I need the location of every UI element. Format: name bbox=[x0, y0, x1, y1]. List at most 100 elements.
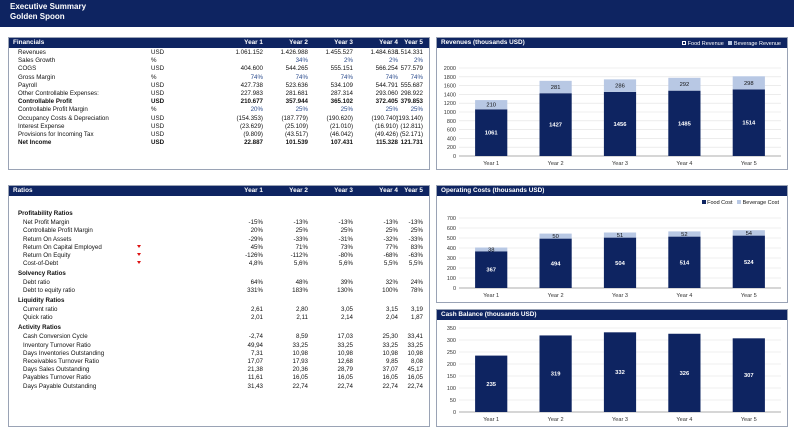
x-tick-label: Year 2 bbox=[548, 417, 564, 423]
ratio-row: Current ratio 2,61 2,80 3,05 3,15 3,19 bbox=[9, 306, 429, 314]
ratio-value-year-2: 8,59 bbox=[295, 333, 308, 341]
ratio-row: Receivables Turnover Ratio 17,07 17,93 12,6… bbox=[9, 358, 429, 366]
x-tick-label: Year 1 bbox=[483, 161, 499, 167]
ratio-value-year-3: 5,6% bbox=[338, 260, 353, 268]
bar-value-4 bbox=[668, 333, 701, 412]
year-header-1: Year 1 bbox=[244, 39, 263, 46]
row-value-year-3: (190.620) bbox=[326, 114, 354, 122]
row-value-year-4: 74% bbox=[385, 73, 398, 81]
ratio-row: Payables Turnover Ratio 11,61 16,05 16,05 16… bbox=[9, 374, 429, 382]
row-value-year-1: 74% bbox=[250, 73, 263, 81]
bar-food-revenue-4 bbox=[668, 90, 701, 156]
ratio-row: Controllable Profit Margin 20% 25% 25% 25% 25… bbox=[9, 227, 429, 235]
financials-row: Net Income USD 22.887 101.539 107.431 115.328… bbox=[9, 139, 429, 147]
ratio-value-year-3: 39% bbox=[340, 279, 353, 287]
y-tick-label: 250 bbox=[447, 350, 456, 356]
ratio-value-year-4: 77% bbox=[385, 243, 398, 251]
y-tick-label: 400 bbox=[447, 246, 456, 252]
row-label: Controllable Profit Margin bbox=[18, 106, 88, 114]
y-tick-label: 50 bbox=[450, 398, 456, 404]
revenues-legend: Food Revenue Beverage Revenue bbox=[682, 39, 781, 49]
row-value-year-5: 1.514.331 bbox=[395, 49, 423, 56]
y-tick-label: 300 bbox=[447, 256, 456, 262]
data-label: 367 bbox=[486, 268, 496, 274]
ratio-label: Days Sales Outstanding bbox=[23, 366, 90, 374]
ratio-value-year-3: 17,03 bbox=[337, 333, 353, 341]
bar-beverage-revenue-5 bbox=[732, 76, 765, 90]
row-label: COGS bbox=[18, 65, 37, 73]
x-tick-label: Year 4 bbox=[676, 417, 692, 423]
ratio-row: Debt ratio 64% 48% 39% 32% 24% bbox=[9, 279, 429, 287]
bar-beverage-revenue-2 bbox=[539, 80, 572, 94]
row-value-year-1: 404.600 bbox=[240, 65, 263, 73]
ratio-value-year-1: 2,01 bbox=[250, 314, 263, 322]
row-value-year-4: 1.484.638 bbox=[370, 49, 398, 56]
row-unit: USD bbox=[151, 98, 165, 106]
ratio-label: Debt ratio bbox=[23, 279, 50, 287]
row-value-year-4: 566.254 bbox=[375, 65, 398, 73]
row-value-year-5: 25% bbox=[410, 106, 423, 114]
row-value-year-1: (9.809) bbox=[243, 131, 263, 138]
ratio-value-year-5: 10,98 bbox=[407, 349, 423, 357]
ratio-row: Days Sales Outstanding 21,38 20,36 28,79 37,… bbox=[9, 366, 429, 374]
data-label: 292 bbox=[680, 82, 690, 88]
row-label: Net Income bbox=[18, 139, 52, 147]
row-value-year-4: 115.328 bbox=[375, 139, 398, 147]
y-tick-label: 0 bbox=[453, 286, 456, 292]
financials-header: Financials Year 1 Year 2 Year 3 Year 4 Year … bbox=[9, 38, 429, 48]
ratio-value-year-2: 183% bbox=[292, 287, 308, 295]
row-value-year-5: (12.811) bbox=[400, 122, 423, 130]
row-unit: USD bbox=[151, 65, 165, 73]
legend-food-cost: Food Cost bbox=[707, 200, 733, 206]
bar-food-revenue-3 bbox=[603, 91, 637, 156]
ratio-value-year-3: 2,14 bbox=[340, 314, 353, 322]
operating-costs-chart-header: Operating Costs (thousands USD) bbox=[437, 186, 787, 196]
row-value-year-3: 74% bbox=[340, 73, 353, 81]
ratio-label: Return On Equity bbox=[23, 252, 71, 259]
ratio-label: Cash Conversion Cycle bbox=[23, 333, 88, 341]
ratio-value-year-2: -13% bbox=[293, 219, 308, 227]
ratio-group-title: Liquidity Ratios bbox=[18, 297, 65, 304]
data-label: 235 bbox=[486, 382, 496, 388]
bar-food-cost-3 bbox=[603, 237, 637, 288]
ratio-label: Return On Capital Employed bbox=[23, 243, 102, 251]
y-tick-label: 1000 bbox=[444, 110, 456, 116]
bar-value-1 bbox=[475, 355, 508, 412]
x-tick-label: Year 1 bbox=[483, 293, 499, 299]
financials-row: Controllable Profit Margin% 20% 25% 25% 25% 2… bbox=[9, 106, 429, 114]
ratio-value-year-5: -13% bbox=[408, 219, 423, 227]
ratio-label: Current ratio bbox=[23, 306, 58, 314]
y-tick-label: 600 bbox=[447, 226, 456, 232]
bar-food-cost-4 bbox=[668, 236, 701, 288]
ratio-value-year-3: 33,25 bbox=[337, 341, 353, 349]
ratio-value-year-4: 25% bbox=[385, 227, 398, 235]
ratio-group-title: Profitability Ratios bbox=[18, 210, 73, 217]
legend-beverage-revenue: Beverage Revenue bbox=[733, 41, 781, 47]
year-header-3: Year 3 bbox=[334, 187, 353, 194]
row-value-year-2: 357.944 bbox=[285, 98, 308, 106]
data-label: 1514 bbox=[742, 121, 756, 127]
ratio-value-year-4: 33,25 bbox=[382, 341, 398, 349]
row-value-year-2: (187.779) bbox=[281, 114, 309, 122]
y-tick-label: 500 bbox=[447, 236, 456, 242]
revenues-chart: 0 200 400 600 800 1000 1200 1400 1600 1800 2000 106… bbox=[444, 66, 781, 167]
row-value-year-1: (154.353) bbox=[236, 114, 264, 122]
row-value-year-3: 25% bbox=[340, 106, 353, 114]
bar-value-5 bbox=[732, 338, 765, 412]
ratio-value-year-4: 32% bbox=[385, 279, 398, 287]
ratio-value-year-2: 2,80 bbox=[295, 306, 308, 314]
y-tick-label: 100 bbox=[447, 386, 456, 392]
data-label: 286 bbox=[615, 84, 625, 90]
ratio-value-year-4: 5,5% bbox=[383, 260, 398, 268]
data-label: 524 bbox=[744, 260, 754, 266]
ratio-value-year-2: 16,05 bbox=[292, 374, 308, 382]
cash-balance-chart: 0 50 100 150 200 250 300 350 235 Year 1 319 Year 2 3… bbox=[447, 326, 781, 423]
financials-row: Provisions for Incoming Tax USD (9.809) (43… bbox=[9, 131, 429, 139]
row-label: Occupancy Costs & Depreciation bbox=[18, 114, 109, 122]
y-tick-label: 200 bbox=[447, 362, 456, 368]
ratio-value-year-2: 71% bbox=[295, 243, 308, 251]
row-value-year-3: 107.431 bbox=[330, 139, 353, 147]
bar-food-cost-1 bbox=[475, 251, 508, 288]
cash-balance-chart-panel: Cash Balance (thousands USD) 0 50 100 150 20… bbox=[436, 309, 788, 427]
ratios-header: Ratios Year 1 Year 2 Year 3 Year 4 Year 5 bbox=[9, 186, 429, 196]
